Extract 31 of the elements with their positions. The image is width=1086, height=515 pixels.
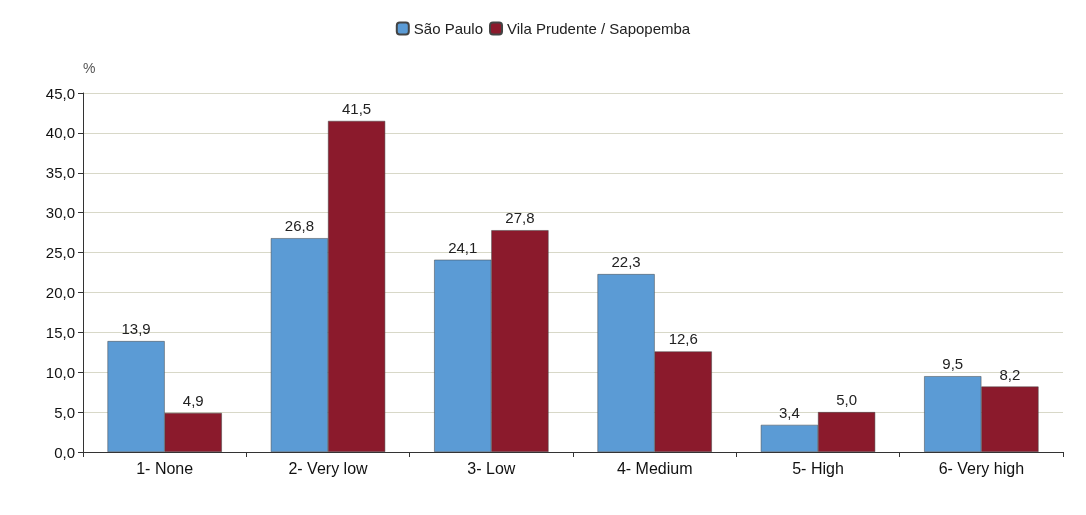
y-tick-label: 20,0 [45,283,75,301]
x-tick-label: 2- Very low [288,459,369,477]
data-label: 26,8 [284,217,315,235]
data-label: 22,3 [611,253,641,271]
legend-label: Vila Prudente / Sapopemba [507,20,691,37]
data-label: 4,9 [182,391,204,409]
y-axis-title: % [83,60,96,76]
y-tick-label: 45,0 [45,84,75,102]
x-tick-label: 4- Medium [616,459,693,477]
y-tick-label: 15,0 [45,323,75,341]
x-tick-label: 3- Low [467,459,516,477]
data-label: 13,9 [121,320,151,338]
x-tick-label: 1- None [136,459,194,477]
legend-label: São Paulo [413,20,484,37]
y-tick-label: 0,0 [54,443,75,461]
data-label: 24,1 [448,238,478,256]
y-tick-label: 5,0 [54,403,75,421]
x-tick-label: 6- Very high [938,459,1025,477]
data-label: 3,4 [778,403,800,421]
y-tick-label: 25,0 [45,244,75,262]
data-label: 9,5 [942,355,964,373]
y-tick-label: 30,0 [45,204,75,222]
data-label: 27,8 [505,209,535,227]
data-label: 5,0 [836,391,858,409]
y-tick-label: 35,0 [45,164,75,182]
data-label: 12,6 [668,330,698,348]
x-tick-label: 5- High [792,459,844,477]
y-tick-label: 40,0 [45,124,75,142]
data-label: 8,2 [999,365,1021,383]
y-tick-label: 10,0 [45,363,75,381]
data-label: 41,5 [341,99,372,117]
